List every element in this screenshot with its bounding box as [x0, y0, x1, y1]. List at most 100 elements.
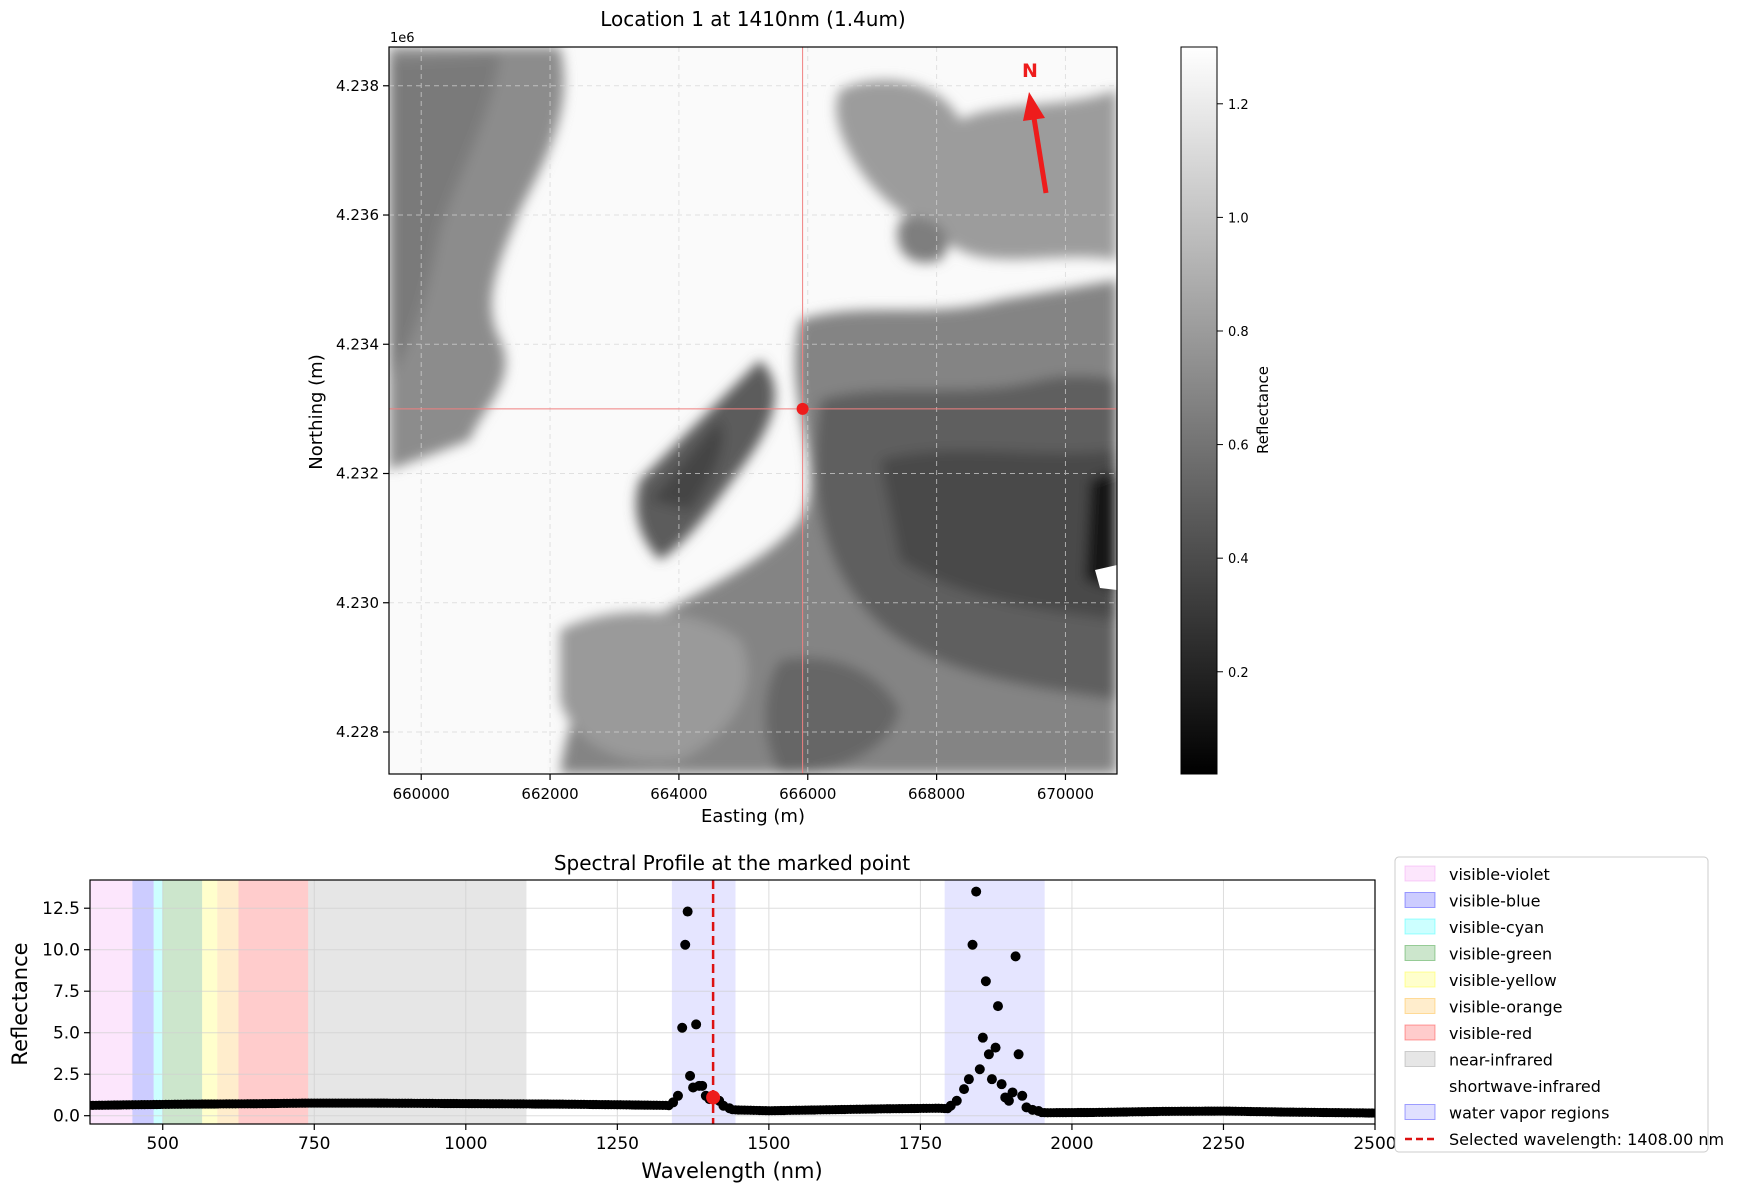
map-x-tick-label: 668000	[908, 785, 965, 803]
colorbar-tick-label: 0.6	[1228, 439, 1249, 454]
legend-label: visible-yellow	[1449, 971, 1557, 990]
legend-swatch	[1404, 865, 1436, 882]
region-band	[526, 880, 1375, 1124]
spectral-point	[672, 1090, 683, 1101]
region-band	[153, 880, 163, 1124]
legend-label: visible-blue	[1449, 892, 1541, 911]
colorbar-tick-label: 0.8	[1228, 325, 1249, 340]
spectral-point	[1013, 1049, 1024, 1060]
legend-swatch	[1404, 918, 1436, 935]
spectral-point	[677, 1022, 688, 1033]
legend-swatch	[1404, 971, 1436, 988]
spectral-point	[996, 1079, 1007, 1090]
colorbar: 0.2 0.4 0.6 0.8 1.0 1.2 Reflectance	[1180, 46, 1272, 775]
legend-swatch	[1404, 998, 1436, 1014]
region-band	[132, 880, 154, 1124]
spectral-point	[1003, 1095, 1014, 1106]
map-y-tick-label: 4.230	[336, 594, 379, 612]
legend-swatch	[1404, 892, 1436, 908]
north-arrow: N	[1022, 60, 1049, 194]
spectral-y-tick-label: 7.5	[53, 982, 80, 1002]
spectral-point	[680, 939, 691, 950]
legend-label: shortwave-infrared	[1449, 1077, 1601, 1096]
spectral-profile-chart: Spectral Profile at the marked point 500…	[8, 851, 1724, 1183]
colorbar-tick-label: 0.4	[1228, 552, 1249, 567]
map-title: Location 1 at 1410nm (1.4um)	[600, 7, 905, 31]
map-y-tick-label: 4.232	[336, 465, 379, 483]
colorbar-gradient	[1180, 46, 1218, 775]
spectral-x-tick-label: 1250	[596, 1134, 639, 1154]
spectral-point	[992, 1001, 1003, 1012]
legend-swatch	[1404, 1024, 1436, 1041]
map-x-tick-label: 664000	[650, 785, 707, 803]
legend-label: Selected wavelength: 1408.00 nm	[1449, 1130, 1724, 1149]
spectral-x-tick-label: 1750	[899, 1134, 942, 1154]
spectral-point	[1007, 1087, 1018, 1098]
colorbar-tick-label: 1.0	[1228, 211, 1249, 226]
spectral-point	[974, 1064, 985, 1075]
spectral-y-tick-label: 2.5	[53, 1065, 80, 1085]
spectral-point	[959, 1084, 970, 1095]
spectral-legend: visible-violet visible-blue visible-cyan vi…	[1394, 856, 1724, 1153]
region-band	[90, 880, 133, 1124]
spectral-x-label: Wavelength (nm)	[641, 1159, 822, 1183]
spectral-point	[691, 1019, 702, 1030]
colorbar-label: Reflectance	[1254, 366, 1272, 454]
north-label: N	[1022, 60, 1038, 82]
spectral-point	[983, 1049, 994, 1060]
spectral-point	[682, 906, 693, 917]
spectral-y-tick-label: 5.0	[53, 1024, 80, 1044]
spectral-point	[980, 976, 991, 987]
spectral-x-tick-label: 2500	[1353, 1134, 1396, 1154]
map-y-tick-label: 4.238	[336, 77, 379, 95]
map-y-label: Northing (m)	[306, 354, 327, 469]
region-band	[308, 880, 527, 1124]
legend-swatch	[1404, 1104, 1436, 1120]
map-y-tick-label: 4.234	[336, 335, 379, 353]
legend-label: visible-green	[1449, 945, 1552, 964]
map-frame	[388, 46, 1118, 775]
colorbar-tick-label: 0.2	[1228, 666, 1249, 681]
spectral-point	[1010, 951, 1021, 962]
region-band	[238, 880, 309, 1124]
spectral-point	[963, 1074, 974, 1085]
spectral-x-tick-label: 1500	[747, 1134, 790, 1154]
spectral-x-tick-label: 1000	[444, 1134, 487, 1154]
reflectance-map: Location 1 at 1410nm (1.4um)	[306, 7, 1272, 827]
region-band	[202, 880, 218, 1124]
map-y-tick-label: 4.228	[336, 723, 379, 741]
map-y-offset: 1e6	[390, 31, 415, 46]
spectral-point	[971, 886, 982, 897]
spectral-point	[951, 1095, 962, 1106]
spectral-x-tick-label: 500	[147, 1134, 179, 1154]
map-image	[389, 47, 1117, 774]
selected-point	[706, 1090, 721, 1105]
region-band	[162, 880, 203, 1124]
spectral-title: Spectral Profile at the marked point	[554, 851, 910, 875]
spectral-x-tick-label: 2000	[1050, 1134, 1093, 1154]
map-x-tick-label: 660000	[393, 785, 450, 803]
spectral-point	[990, 1042, 1001, 1053]
spectral-y-label: Reflectance	[8, 942, 32, 1065]
legend-label: near-infrared	[1449, 1051, 1553, 1070]
spectral-frame	[89, 879, 1376, 1125]
legend-label: visible-violet	[1449, 865, 1550, 884]
spectral-x-tick-label: 750	[298, 1134, 330, 1154]
map-x-tick-label: 666000	[779, 785, 836, 803]
spectral-point	[977, 1032, 988, 1043]
spectral-point	[1370, 1108, 1375, 1118]
colorbar-tick-label: 1.2	[1228, 98, 1249, 113]
map-y-tick-label: 4.236	[336, 206, 379, 224]
legend-label: water vapor regions	[1449, 1104, 1610, 1123]
spectral-y-tick-label: 0.0	[53, 1107, 80, 1127]
spectral-point	[986, 1074, 997, 1085]
legend-label: visible-red	[1449, 1024, 1532, 1043]
spectral-point	[685, 1070, 696, 1081]
spectral-y-tick-label: 12.5	[42, 899, 80, 919]
region-band	[217, 880, 239, 1124]
spectral-point	[1017, 1090, 1028, 1101]
spectral-point	[967, 939, 978, 950]
legend-swatch	[1404, 1051, 1436, 1067]
map-x-tick-label: 670000	[1037, 785, 1094, 803]
